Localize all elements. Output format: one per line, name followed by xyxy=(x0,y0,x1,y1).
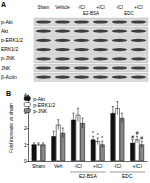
svg-text:1: 1 xyxy=(24,142,27,148)
svg-text:+ICI: +ICI xyxy=(93,163,102,169)
svg-text:*: * xyxy=(97,132,99,138)
svg-text:*: * xyxy=(92,130,94,136)
svg-text:#: # xyxy=(131,134,134,140)
svg-text:#: # xyxy=(136,130,139,136)
svg-text:-ICI: -ICI xyxy=(78,5,85,10)
svg-text:-ICI: -ICI xyxy=(113,163,121,169)
svg-text:p-ERK1/2: p-ERK1/2 xyxy=(1,37,23,43)
svg-text:+ICI: +ICI xyxy=(132,163,141,169)
svg-text:+ICI: +ICI xyxy=(96,5,104,10)
svg-text:B: B xyxy=(6,90,11,97)
svg-text:JNK: JNK xyxy=(1,65,11,71)
svg-text:E2-BSA: E2-BSA xyxy=(79,173,97,179)
svg-text:-ICI: -ICI xyxy=(116,5,123,10)
svg-text:p-JNK: p-JNK xyxy=(1,55,16,61)
svg-text:-ICI: -ICI xyxy=(74,163,82,169)
svg-text:2: 2 xyxy=(24,125,27,131)
svg-text:E2-BSA: E2-BSA xyxy=(83,11,99,16)
svg-text:4: 4 xyxy=(23,92,27,98)
svg-text:β-Actin: β-Actin xyxy=(1,74,17,80)
svg-text:p-Akt: p-Akt xyxy=(33,95,45,102)
svg-text:Veh: Veh xyxy=(54,163,63,169)
svg-text:Akt: Akt xyxy=(1,28,9,34)
svg-text:p-JNK: p-JNK xyxy=(33,108,48,114)
svg-text:EDC: EDC xyxy=(122,173,133,179)
svg-text:p-Akt: p-Akt xyxy=(1,19,13,25)
svg-text:*: * xyxy=(101,135,103,141)
svg-text:Fold increase vs sham: Fold increase vs sham xyxy=(8,103,14,153)
svg-text:#: # xyxy=(140,135,143,141)
svg-text:Sham: Sham xyxy=(38,5,50,10)
svg-text:0: 0 xyxy=(24,158,27,164)
svg-text:+ICI: +ICI xyxy=(134,5,142,10)
svg-text:p-ERK1/2: p-ERK1/2 xyxy=(33,101,55,108)
svg-text:ERK1/2: ERK1/2 xyxy=(1,46,18,52)
svg-text:Sham: Sham xyxy=(32,163,45,169)
svg-text:Vehicle: Vehicle xyxy=(55,5,70,10)
svg-text:A: A xyxy=(1,1,6,8)
svg-text:EDC: EDC xyxy=(124,11,134,16)
